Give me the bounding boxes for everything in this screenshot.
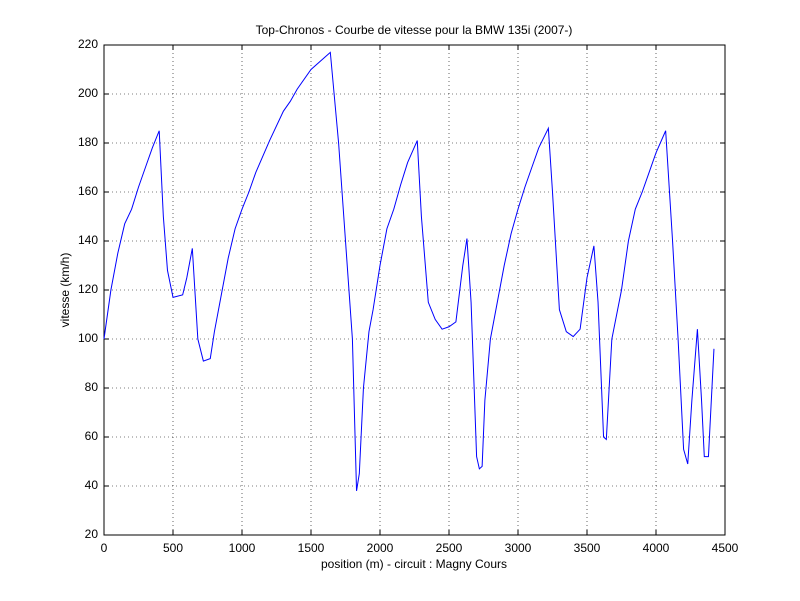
y-tick-label: 220: [78, 37, 98, 51]
y-axis-label: vitesse (km/h): [58, 253, 72, 328]
x-tick-label: 3000: [505, 541, 532, 555]
x-tick-label: 2000: [367, 541, 394, 555]
x-axis-label: position (m) - circuit : Magny Cours: [321, 557, 507, 571]
x-tick-label: 1500: [298, 541, 325, 555]
y-tick-label: 160: [78, 184, 98, 198]
y-tick-label: 20: [85, 527, 99, 541]
y-tick-label: 80: [85, 380, 99, 394]
x-tick-label: 4000: [643, 541, 670, 555]
y-tick-label: 140: [78, 233, 98, 247]
data-line: [103, 51, 715, 491]
x-tick-label: 1000: [229, 541, 256, 555]
y-tick-label: 100: [78, 331, 98, 345]
y-tick-label: 60: [85, 429, 99, 443]
y-tick-label: 200: [78, 86, 98, 100]
x-tick-label: 3500: [574, 541, 601, 555]
x-tick-label: 500: [163, 541, 183, 555]
x-tick-label: 0: [101, 541, 108, 555]
x-tick-label: 2500: [436, 541, 463, 555]
y-tick-label: 40: [85, 478, 99, 492]
y-tick-label: 120: [78, 282, 98, 296]
x-tick-label: 4500: [712, 541, 739, 555]
y-tick-label: 180: [78, 135, 98, 149]
chart-title: Top-Chronos - Courbe de vitesse pour la …: [256, 23, 573, 37]
plot-area: [103, 44, 726, 536]
